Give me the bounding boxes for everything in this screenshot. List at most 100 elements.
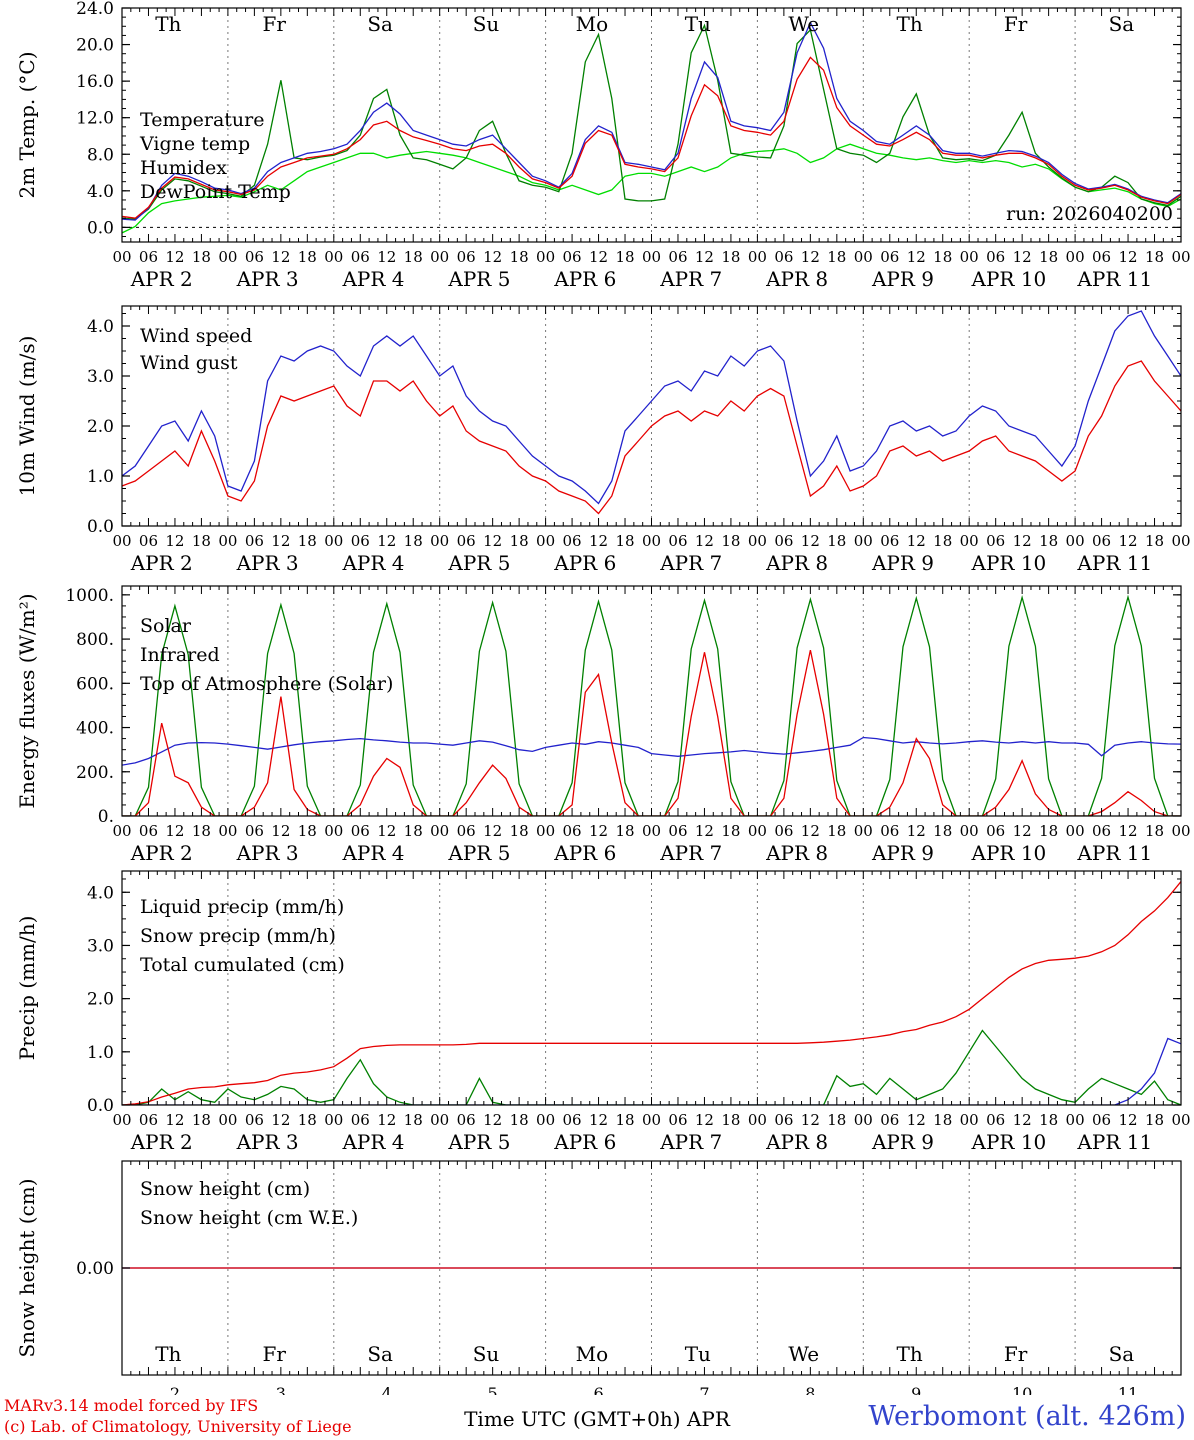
hour-tick-label: 12 bbox=[907, 822, 926, 840]
date-label: APR 3 bbox=[236, 551, 299, 575]
series-wind-speed bbox=[122, 360, 1181, 515]
weekday-label: Th bbox=[155, 1342, 181, 1366]
legend-temperature: Temperature bbox=[140, 109, 264, 131]
date-label: APR 2 bbox=[130, 267, 193, 291]
y-tick-label: 8.0 bbox=[87, 145, 114, 165]
hour-tick-label: 12 bbox=[271, 822, 290, 840]
y-axis-title: Precip (mm/h) bbox=[15, 916, 39, 1061]
hour-tick-label: 12 bbox=[1119, 532, 1138, 550]
hour-tick-label: 12 bbox=[695, 1111, 714, 1129]
date-label: APR 9 bbox=[871, 1130, 934, 1154]
hour-tick-label: 18 bbox=[404, 248, 423, 266]
date-label: APR 6 bbox=[553, 267, 616, 291]
date-label: APR 9 bbox=[871, 841, 934, 865]
hour-tick-label: 00 bbox=[748, 822, 767, 840]
hour-tick-label: 00 bbox=[324, 248, 343, 266]
hour-tick-label: 12 bbox=[1013, 532, 1032, 550]
weekday-label: Th bbox=[897, 12, 923, 36]
y-tick-label: 2.0 bbox=[87, 417, 114, 437]
date-label: APR 8 bbox=[765, 1130, 828, 1154]
y-tick-label: 16.0 bbox=[76, 72, 114, 92]
date-label: APR 10 bbox=[971, 1130, 1047, 1154]
hour-tick-label: 12 bbox=[1013, 248, 1032, 266]
hour-tick-label: 18 bbox=[192, 248, 211, 266]
legend-humidex: Humidex bbox=[140, 157, 227, 179]
hour-tick-label: 06 bbox=[668, 532, 687, 550]
date-label: APR 2 bbox=[130, 841, 193, 865]
hour-tick-label: 18 bbox=[615, 822, 634, 840]
hour-tick-label: 12 bbox=[165, 822, 184, 840]
y-tick-label: 2.0 bbox=[87, 990, 114, 1010]
model-credit: MARv3.14 model forced by IFS (c) Lab. of… bbox=[4, 1395, 352, 1437]
date-label: APR 7 bbox=[659, 551, 722, 575]
hour-tick-label: 12 bbox=[377, 248, 396, 266]
hour-tick-label: 18 bbox=[933, 1111, 952, 1129]
day-number-label: 4 bbox=[382, 1384, 392, 1395]
hour-tick-label: 06 bbox=[880, 248, 899, 266]
date-label: APR 11 bbox=[1076, 1130, 1152, 1154]
hour-tick-label: 06 bbox=[245, 822, 264, 840]
y-tick-label: 0.0 bbox=[87, 517, 114, 537]
series-top-of-atmosphere-solar- bbox=[122, 594, 1181, 816]
hour-tick-label: 00 bbox=[430, 248, 449, 266]
hour-tick-label: 00 bbox=[748, 248, 767, 266]
hour-tick-label: 06 bbox=[986, 822, 1005, 840]
hour-tick-label: 06 bbox=[668, 1111, 687, 1129]
day-number-label: 3 bbox=[276, 1384, 286, 1395]
legend-snow-precip-mm-h-: Snow precip (mm/h) bbox=[140, 925, 336, 947]
hour-tick-label: 00 bbox=[430, 532, 449, 550]
date-label: APR 10 bbox=[971, 551, 1047, 575]
date-label: APR 7 bbox=[659, 267, 722, 291]
date-label: APR 3 bbox=[236, 1130, 299, 1154]
hour-tick-label: 12 bbox=[165, 248, 184, 266]
hour-tick-label: 06 bbox=[1092, 1111, 1111, 1129]
date-label: APR 6 bbox=[553, 551, 616, 575]
series-liquid-precip bbox=[122, 1029, 1181, 1105]
hour-tick-label: 18 bbox=[510, 532, 529, 550]
hour-tick-label: 00 bbox=[960, 248, 979, 266]
hour-tick-label: 00 bbox=[854, 822, 873, 840]
hour-tick-label: 18 bbox=[1145, 1111, 1164, 1129]
hour-tick-label: 00 bbox=[324, 532, 343, 550]
hour-tick-label: 12 bbox=[695, 822, 714, 840]
hour-tick-label: 18 bbox=[721, 532, 740, 550]
date-label: APR 2 bbox=[130, 551, 193, 575]
hour-tick-label: 00 bbox=[854, 248, 873, 266]
hour-tick-label: 00 bbox=[1171, 822, 1190, 840]
hour-tick-label: 12 bbox=[1013, 822, 1032, 840]
hour-tick-label: 12 bbox=[483, 822, 502, 840]
hour-tick-label: 18 bbox=[404, 1111, 423, 1129]
weekday-label: Th bbox=[155, 12, 181, 36]
date-label: APR 3 bbox=[236, 841, 299, 865]
weekday-label: We bbox=[788, 1342, 819, 1366]
y-tick-label: 600. bbox=[76, 674, 114, 694]
station-label: Werbomont (alt. 426m) bbox=[868, 1401, 1186, 1432]
hour-tick-label: 12 bbox=[165, 532, 184, 550]
date-label: APR 7 bbox=[659, 841, 722, 865]
hour-tick-label: 18 bbox=[510, 1111, 529, 1129]
hour-tick-label: 18 bbox=[298, 532, 317, 550]
date-label: APR 2 bbox=[130, 1130, 193, 1154]
hour-tick-label: 00 bbox=[854, 532, 873, 550]
y-tick-label: 0.00 bbox=[76, 1259, 114, 1279]
date-label: APR 10 bbox=[971, 841, 1047, 865]
energy-fluxes-panel: 0. 200. 400. 600. 800. 1000. 00 06 12 18 00 06 12 18 0… bbox=[15, 585, 1191, 865]
date-label: APR 5 bbox=[447, 1130, 510, 1154]
weekday-label: Sa bbox=[367, 1342, 393, 1366]
precipitation-panel: 0.0 1.0 2.0 3.0 4.0 00 06 12 18 00 06 12 18 00 06 12 18 0… bbox=[15, 870, 1191, 1154]
hour-tick-label: 06 bbox=[880, 532, 899, 550]
hour-tick-label: 06 bbox=[986, 1111, 1005, 1129]
weekday-label: Fr bbox=[263, 12, 287, 36]
hour-tick-label: 06 bbox=[668, 822, 687, 840]
date-label: APR 11 bbox=[1076, 551, 1152, 575]
date-label: APR 4 bbox=[341, 551, 404, 575]
hour-tick-label: 00 bbox=[1171, 1111, 1190, 1129]
day-number-label: 11 bbox=[1118, 1384, 1138, 1395]
model-credit-line1: MARv3.14 model forced by IFS bbox=[4, 1396, 259, 1415]
hour-tick-label: 18 bbox=[192, 822, 211, 840]
series-infrared bbox=[122, 736, 1181, 766]
hour-tick-label: 12 bbox=[907, 248, 926, 266]
series-temperature bbox=[122, 56, 1181, 219]
legend-vigne-temp: Vigne temp bbox=[139, 133, 250, 155]
